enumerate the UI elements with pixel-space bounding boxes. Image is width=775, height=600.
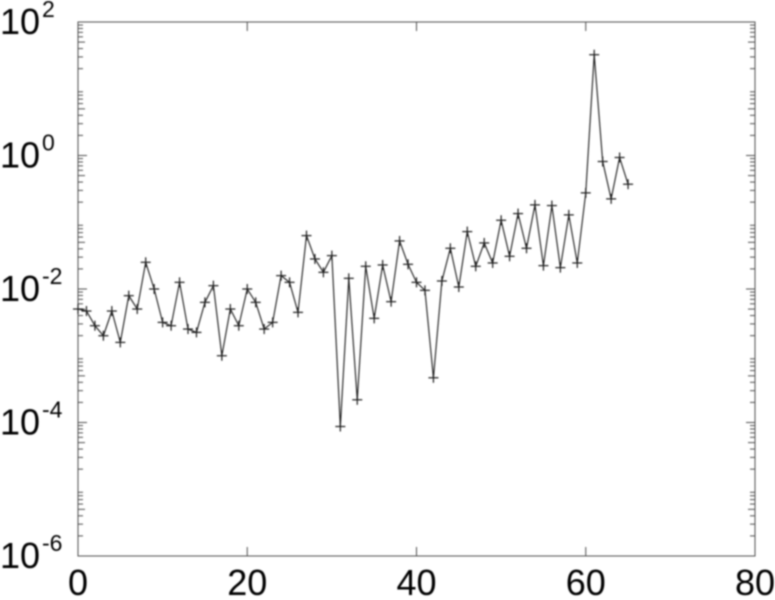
svg-text:0: 0	[42, 130, 55, 156]
svg-text:-4: -4	[42, 397, 63, 423]
svg-text:40: 40	[396, 562, 436, 600]
svg-text:10: 10	[0, 535, 40, 576]
svg-text:-6: -6	[42, 530, 62, 556]
svg-text:2: 2	[42, 0, 55, 22]
svg-text:60: 60	[566, 562, 606, 600]
svg-text:10: 10	[0, 1, 40, 42]
svg-text:80: 80	[735, 562, 775, 600]
svg-text:0: 0	[68, 562, 88, 600]
svg-text:10: 10	[0, 135, 40, 176]
svg-text:10: 10	[0, 268, 40, 309]
svg-text:20: 20	[227, 562, 267, 600]
svg-text:-2: -2	[42, 263, 62, 289]
svg-text:10: 10	[0, 402, 40, 443]
